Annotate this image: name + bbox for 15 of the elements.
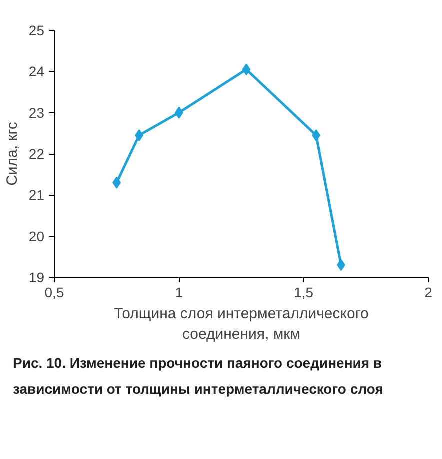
y-tick-label: 25 xyxy=(28,22,45,38)
y-tick-label: 22 xyxy=(28,146,45,162)
y-tick-label: 23 xyxy=(28,104,45,121)
x-tick-label: 0,5 xyxy=(44,284,64,300)
y-tick-label: 21 xyxy=(28,187,45,204)
y-tick-label: 24 xyxy=(28,64,45,80)
y-tick-label: 19 xyxy=(28,270,45,286)
x-tick-label: 2 xyxy=(424,284,433,300)
point xyxy=(242,64,251,76)
y-axis-title: Сила, кгс xyxy=(4,122,21,186)
x-tick-label: 1,5 xyxy=(294,284,314,300)
x-tick-label: 1 xyxy=(175,284,184,300)
x-axis-title: Толщина слоя интерметаллического соединения, мкм xyxy=(114,306,369,343)
y-tick-label: 20 xyxy=(28,228,45,244)
text: Рис. 10. Изменение прочности паяного соединения в зависимости от толщины интерметаллического слоя xyxy=(12,354,384,399)
